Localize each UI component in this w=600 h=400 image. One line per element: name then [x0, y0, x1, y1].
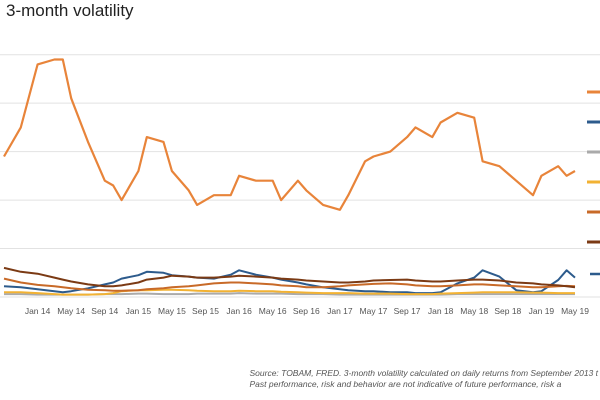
chart-title: 3-month volatility: [6, 1, 134, 20]
x-tick-label: Jan 17: [327, 306, 353, 316]
series-line-0: [3, 58, 576, 211]
legend: [587, 90, 600, 276]
x-tick-label: Sep 17: [394, 306, 421, 316]
x-tick-label: May 16: [259, 306, 287, 316]
x-tick-label: Jan 19: [529, 306, 555, 316]
x-axis-ticks: Jan 14 May 14 Sep 14 Jan 15 May 15 Sep 15 Jan …: [25, 306, 589, 316]
x-tick-label: Jan 15: [126, 306, 152, 316]
x-tick-label: Sep 18: [494, 306, 521, 316]
series-line-3: [4, 288, 575, 296]
gridlines: [0, 54, 600, 298]
x-tick-label: May 14: [57, 306, 85, 316]
series-line-1: [3, 269, 576, 295]
series-line-5: [3, 266, 576, 289]
series-line-4: [3, 277, 576, 292]
x-tick-label: Sep 16: [293, 306, 320, 316]
x-tick-label: Jan 14: [25, 306, 51, 316]
x-tick-label: Sep 15: [192, 306, 219, 316]
x-tick-label: Jan 16: [226, 306, 252, 316]
x-tick-label: Jan 18: [428, 306, 454, 316]
series-lines: [3, 58, 576, 296]
source-line-2: Past performance, risk and behavior are …: [249, 379, 562, 389]
source-line-1: Source: TOBAM, FRED. 3-month volatility …: [249, 368, 599, 378]
x-tick-label: May 15: [158, 306, 186, 316]
x-tick-label: May 17: [360, 306, 388, 316]
source-note: Source: TOBAM, FRED. 3-month volatility …: [250, 368, 599, 390]
x-tick-label: Sep 14: [91, 306, 118, 316]
x-tick-label: May 18: [460, 306, 488, 316]
x-tick-label: May 19: [561, 306, 589, 316]
